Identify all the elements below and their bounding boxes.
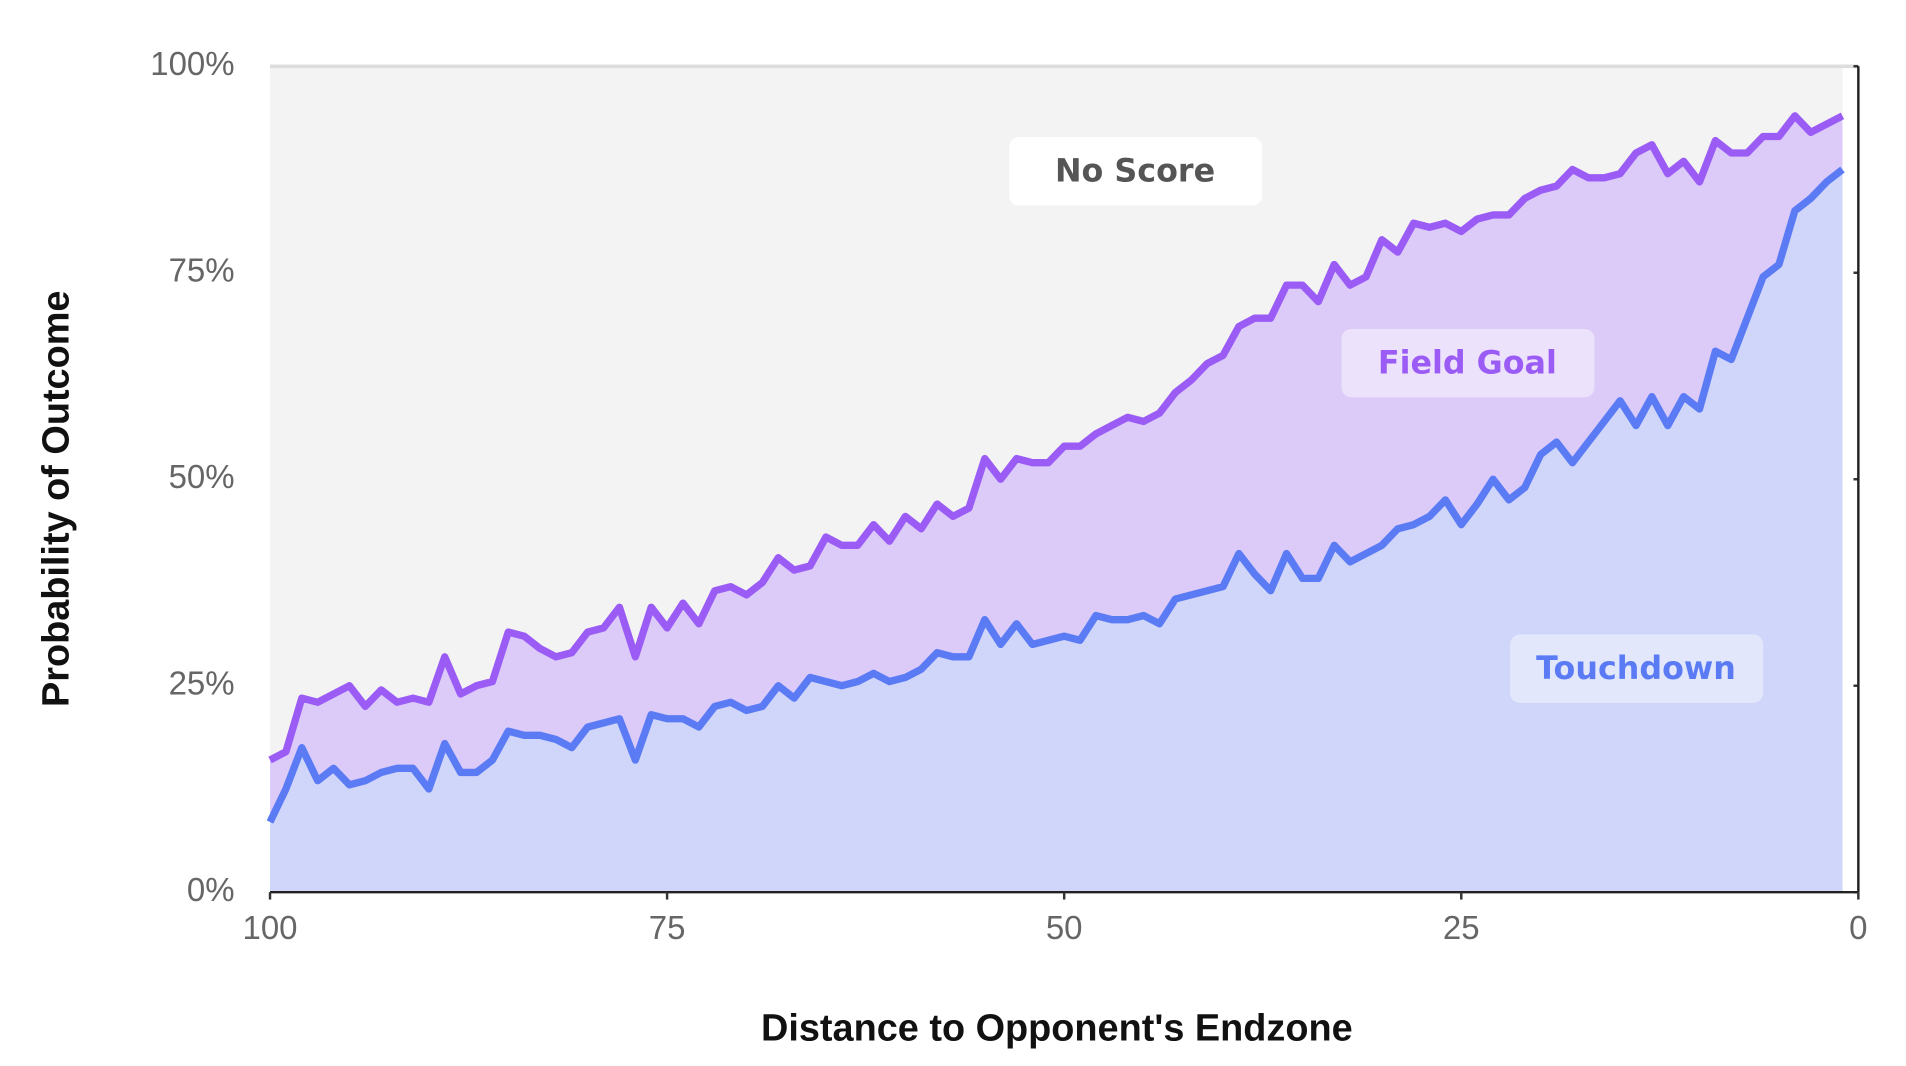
line [266,166,1845,824]
annotation-box [1510,634,1764,703]
area [270,169,1843,893]
area [270,115,1843,823]
x-tick-label: 25 [1443,909,1480,946]
x-tick-label: 0 [1849,909,1867,946]
x-tick-label: 50 [1046,909,1083,946]
x-tick-label: 75 [649,909,686,946]
y-tick-label: 25% [169,664,235,701]
y-tick-label: 50% [169,458,235,495]
y-tick-label: 0% [187,871,235,908]
plot-area: 0% 25% 50% 75% 100% 100 75 50 25 0 [150,45,1867,946]
y-axis-title: Probability of Outcome [36,291,78,708]
annotation-box [1009,137,1263,206]
x-tick-label: 100 [243,909,298,946]
x-axis-title: Distance to Opponent's Endzone [761,1007,1353,1049]
y-tick-label: 75% [169,251,235,288]
annotation: Field Goal [1378,345,1557,381]
y-tick-label: 100% [150,45,234,82]
line [268,112,1845,764]
annotations: No Score Field Goal Touchdown [1009,137,1764,703]
annotation: No Score [1055,154,1215,190]
annotation-box [1341,328,1595,398]
annotation: Touchdown [1536,651,1736,687]
